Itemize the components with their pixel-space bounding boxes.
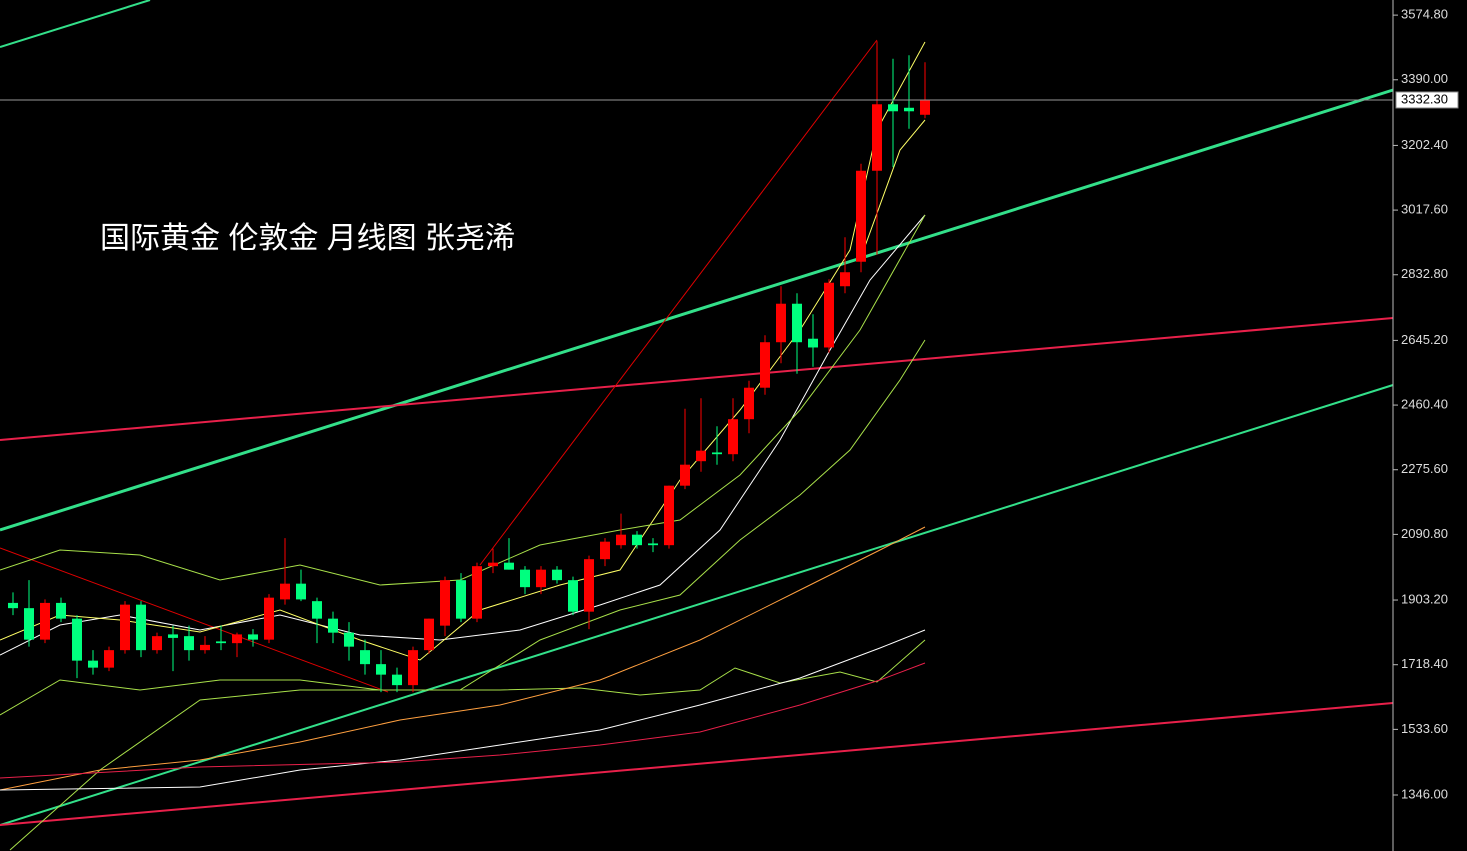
candle-body — [584, 559, 594, 612]
current-price-label: 3332.30 — [1401, 91, 1448, 106]
y-tick-label: 2832.80 — [1401, 266, 1448, 281]
y-tick-label: 2275.60 — [1401, 461, 1448, 476]
candle-body — [744, 387, 754, 420]
candle-body — [552, 569, 562, 581]
y-tick-label: 3017.60 — [1401, 202, 1448, 217]
trend-line — [0, 0, 151, 48]
candle-body — [424, 618, 434, 651]
chart-title: 国际黄金 伦敦金 月线图 张尧浠 — [100, 222, 515, 255]
y-tick-label: 3390.00 — [1401, 71, 1448, 86]
candle-body — [568, 580, 578, 612]
candle-body — [808, 338, 818, 348]
candle-body — [88, 660, 98, 668]
moving-average — [0, 214, 926, 656]
candle-body — [888, 104, 898, 112]
candle-body — [392, 674, 402, 686]
trend-line — [0, 317, 1394, 441]
y-tick-label: 2090.80 — [1401, 526, 1448, 541]
candle-body — [664, 485, 674, 546]
candle-body — [856, 170, 866, 262]
candle-body — [488, 562, 498, 567]
candle-body — [72, 618, 82, 661]
candle-body — [824, 282, 834, 348]
candle-body — [840, 272, 850, 287]
candle-body — [312, 601, 322, 619]
candle-body — [184, 636, 194, 651]
candle-body — [136, 604, 146, 651]
candle-body — [712, 452, 722, 455]
trend-line — [0, 88, 1394, 532]
candle-body — [264, 597, 274, 640]
candle-body — [40, 602, 50, 640]
y-tick-label: 2645.20 — [1401, 332, 1448, 347]
moving-average — [859, 119, 926, 261]
current-price-box — [1395, 91, 1459, 109]
candle-body — [456, 580, 466, 619]
candle-body — [680, 464, 690, 486]
candle-body — [360, 650, 370, 665]
y-tick-label: 3202.40 — [1401, 137, 1448, 152]
candle-body — [232, 634, 242, 644]
candle-body — [296, 583, 306, 600]
candle-body — [328, 618, 338, 633]
trend-line — [0, 547, 389, 693]
y-tick-label: 1718.40 — [1401, 656, 1448, 671]
bollinger-band — [0, 214, 926, 586]
y-tick-label: 3574.80 — [1401, 7, 1448, 22]
candle-body — [24, 608, 34, 640]
candle-body — [440, 580, 450, 626]
candle-body — [56, 602, 66, 619]
moving-average — [0, 629, 926, 791]
candle-body — [120, 604, 130, 651]
candle-body — [536, 569, 546, 588]
candle-body — [168, 634, 178, 638]
candle-body — [696, 450, 706, 462]
y-tick-label: 1903.20 — [1401, 591, 1448, 606]
candle-body — [280, 583, 290, 600]
candle-body — [648, 543, 658, 546]
candle-body — [920, 99, 930, 115]
candle-body — [8, 602, 18, 609]
candle-body — [728, 419, 738, 455]
candle-body — [520, 569, 530, 588]
trend-line — [479, 39, 878, 566]
moving-average — [0, 526, 926, 791]
candle-body — [248, 634, 258, 640]
candle-body — [200, 644, 210, 651]
candle-body — [104, 650, 114, 668]
bollinger-band — [0, 339, 926, 716]
candle-body — [216, 641, 226, 644]
candle-body — [408, 650, 418, 686]
candle-body — [152, 636, 162, 651]
candle-body — [792, 303, 802, 343]
candle-body — [472, 566, 482, 619]
candle-body — [376, 664, 386, 675]
overlays — [0, 0, 1394, 851]
candle-body — [344, 632, 354, 647]
candle-body — [760, 342, 770, 388]
candle-body — [776, 303, 786, 343]
trend-line — [0, 384, 1394, 826]
candle-body — [616, 534, 626, 546]
candle-body — [600, 541, 610, 560]
y-tick-label: 2460.40 — [1401, 397, 1448, 412]
trend-line — [0, 702, 1394, 826]
y-tick-label: 1533.60 — [1401, 721, 1448, 736]
candle-body — [632, 534, 642, 546]
moving-average — [9, 639, 926, 851]
candle-body — [504, 562, 514, 570]
candle-body — [904, 107, 914, 112]
y-tick-label: 1346.00 — [1401, 786, 1448, 801]
moving-average — [0, 662, 926, 779]
candle-body — [872, 104, 882, 171]
